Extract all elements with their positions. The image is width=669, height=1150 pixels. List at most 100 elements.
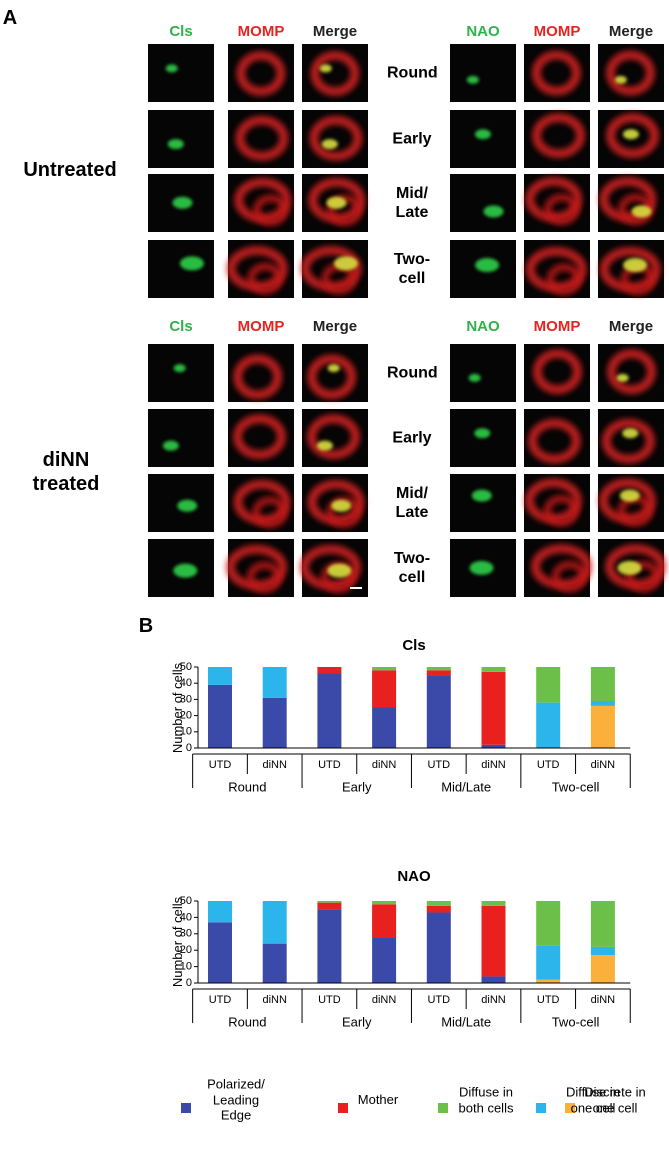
bar-segment	[208, 684, 232, 748]
marker-signal	[483, 205, 504, 218]
row-label: Round	[387, 64, 438, 82]
y-tick-label: 20	[180, 944, 192, 956]
bar-segment	[426, 670, 451, 676]
bar-segment	[372, 904, 397, 938]
chart-title: NAO	[397, 868, 431, 885]
group-label: Round	[228, 779, 266, 794]
column-header: MOMP	[237, 23, 285, 40]
momp-signal	[309, 115, 363, 161]
bar-segment	[372, 670, 397, 708]
column-header: Cls	[169, 318, 193, 335]
momp-signal	[551, 560, 588, 593]
marker-signal	[616, 373, 629, 382]
bar-segment	[372, 707, 397, 748]
marker-signal	[319, 64, 332, 73]
momp-signal	[247, 262, 284, 295]
bar-segment	[262, 943, 287, 983]
momp-signal	[235, 115, 289, 161]
marker-signal	[614, 75, 627, 84]
bar-segment	[262, 667, 287, 698]
marker-signal	[316, 440, 333, 451]
column-header: MOMP	[237, 318, 285, 335]
momp-signal	[531, 50, 581, 96]
bar-segment	[426, 901, 451, 906]
micrograph	[148, 44, 214, 102]
bar-segment	[372, 901, 397, 905]
column-header: Merge	[608, 23, 654, 40]
bar-segment	[536, 979, 561, 983]
x-tick-label: UTD	[209, 759, 232, 771]
row-label: Mid/ Late	[395, 184, 429, 221]
bar-segment	[317, 902, 342, 910]
panel-label: B	[138, 615, 154, 637]
legend-label: Diffuse in both cells	[458, 1084, 514, 1115]
momp-signal	[605, 50, 655, 96]
marker-signal	[331, 499, 352, 512]
group-label: Early	[342, 779, 372, 794]
marker-signal	[471, 489, 492, 502]
x-tick-label: UTD	[318, 994, 341, 1006]
marker-signal	[466, 75, 479, 84]
momp-signal	[527, 418, 581, 464]
momp-signal	[310, 50, 360, 96]
x-tick-label: diNN	[481, 994, 506, 1006]
scale-bar	[350, 587, 362, 589]
y-tick-label: 50	[180, 661, 192, 673]
y-tick-label: 40	[180, 911, 192, 923]
bar-segment	[317, 909, 342, 983]
y-tick-label: 30	[180, 693, 192, 705]
marker-signal	[321, 139, 338, 150]
marker-signal	[619, 489, 640, 502]
bar-segment	[590, 901, 615, 947]
column-header: Merge	[608, 318, 654, 335]
marker-signal	[179, 256, 204, 271]
bar-segment	[208, 922, 232, 983]
y-tick-label: 40	[180, 677, 192, 689]
row-label: Two- cell	[393, 549, 431, 586]
bar-segment	[317, 901, 342, 903]
y-tick-label: 0	[186, 742, 192, 754]
marker-signal	[617, 560, 642, 575]
row-label: Round	[387, 364, 438, 382]
x-tick-label: UTD	[427, 759, 450, 771]
micrograph	[450, 344, 516, 402]
marker-signal	[474, 129, 491, 140]
marker-signal	[631, 205, 652, 218]
micrograph	[450, 44, 516, 102]
column-header: Cls	[169, 23, 193, 40]
column-header: MOMP	[533, 23, 581, 40]
legend-label: Discrete in one cell	[584, 1084, 646, 1115]
bar-segment	[536, 945, 561, 980]
group-label: Mid/Late	[441, 1014, 491, 1029]
legend-label: Polarized/ Leading Edge	[207, 1076, 265, 1123]
marker-signal	[622, 129, 639, 140]
row-label: Early	[392, 130, 432, 148]
group-label: Two-cell	[552, 1014, 600, 1029]
momp-signal	[532, 113, 586, 159]
momp-signal	[233, 414, 287, 460]
marker-signal	[173, 364, 186, 373]
bar-segment	[372, 667, 397, 671]
momp-signal	[606, 113, 660, 159]
y-axis-label: Number of cells	[170, 896, 186, 988]
legend-swatch	[338, 1103, 348, 1113]
momp-signal	[252, 496, 289, 529]
bar-segment	[590, 667, 615, 702]
x-tick-label: UTD	[318, 759, 341, 771]
y-tick-label: 10	[180, 726, 192, 738]
momp-signal	[246, 561, 283, 594]
marker-signal	[173, 563, 198, 578]
y-tick-label: 50	[180, 895, 192, 907]
bar-segment	[481, 667, 506, 672]
bar-segment	[590, 705, 615, 748]
marker-signal	[623, 258, 648, 273]
bar-segment	[426, 912, 451, 983]
bar-segment	[536, 702, 561, 748]
bar-segment	[481, 671, 506, 745]
bar-segment	[372, 937, 397, 983]
bar-segment	[590, 701, 615, 706]
bar-segment	[426, 675, 451, 748]
x-tick-label: diNN	[262, 994, 287, 1006]
row-label: Mid/ Late	[395, 484, 429, 521]
